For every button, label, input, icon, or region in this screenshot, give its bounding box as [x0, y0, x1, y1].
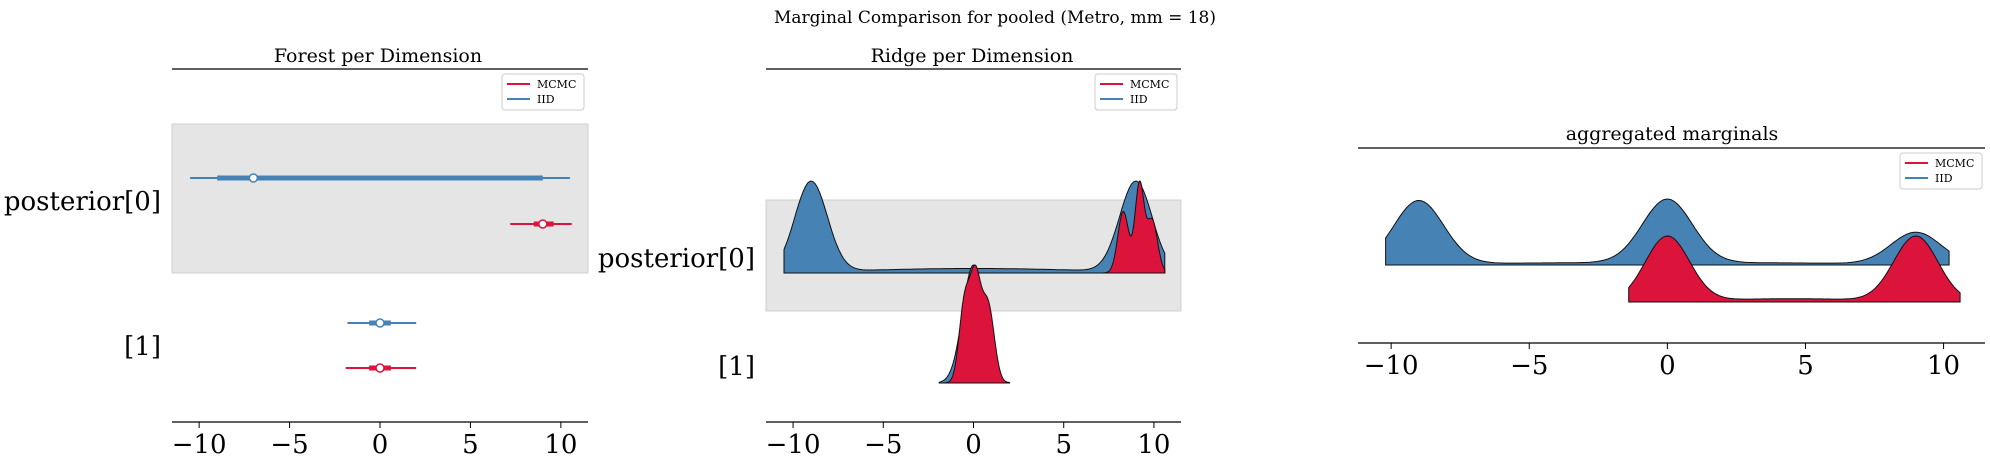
figure-suptitle: Marginal Comparison for pooled (Metro, m…: [774, 8, 1216, 28]
panel-aggregated: aggregated marginals MCMC IID −10 −5 0 5…: [1358, 123, 1985, 381]
x-tick-label: −10: [1364, 351, 1419, 381]
median-point-mcmc-1: [375, 363, 385, 373]
x-tick-label: −5: [1510, 351, 1548, 381]
legend: MCMC IID: [1094, 73, 1178, 111]
x-tick-label: 10: [1137, 430, 1170, 460]
x-tick-label: −5: [270, 430, 308, 460]
x-tick-label: 5: [462, 430, 479, 460]
median-point-iid-posterior-0: [248, 173, 259, 183]
x-axis: −10 −5 0 5 10: [766, 430, 1171, 460]
legend-label-mcmc: MCMC: [1935, 157, 1974, 170]
legend-label-iid: IID: [1935, 172, 1953, 185]
x-axis: −10 −5 0 5 10: [1364, 351, 1960, 381]
x-tick-label: −10: [172, 430, 227, 460]
x-tick-label: 10: [544, 430, 577, 460]
legend-label-iid: IID: [1130, 93, 1148, 106]
density-mcmc-1: [939, 264, 1011, 384]
panel-forest: Forest per Dimension MCMC IID −10 −5 0 5…: [4, 45, 589, 460]
x-axis: −10 −5 0 5 10: [172, 430, 578, 460]
x-tick-label: 0: [1659, 351, 1676, 381]
panel-title: Forest per Dimension: [274, 45, 482, 67]
y-tick-label: [1]: [718, 352, 755, 382]
legend: MCMC IID: [1899, 152, 1983, 190]
legend-label-mcmc: MCMC: [537, 78, 576, 91]
x-tick-label: −5: [864, 430, 902, 460]
median-point-iid-1: [375, 318, 385, 328]
panel-title: aggregated marginals: [1566, 123, 1779, 145]
median-point-mcmc-posterior-0: [538, 219, 548, 229]
x-tick-label: 5: [1055, 430, 1072, 460]
x-tick-label: −10: [766, 430, 821, 460]
y-tick-label: [1]: [124, 332, 161, 362]
legend-label-mcmc: MCMC: [1130, 78, 1169, 91]
density-iid-aggregated: [1385, 198, 1950, 266]
legend: MCMC IID: [501, 73, 585, 111]
legend-label-iid: IID: [537, 93, 555, 106]
density-mcmc-aggregated: [1628, 235, 1961, 303]
x-tick-label: 10: [1927, 351, 1960, 381]
x-tick-label: 5: [1797, 351, 1814, 381]
panel-title: Ridge per Dimension: [871, 45, 1074, 67]
row-band-posterior-0: [171, 123, 589, 274]
x-tick-label: 0: [372, 430, 389, 460]
y-tick-label: posterior[0]: [598, 244, 755, 274]
density-mcmc-posterior-0: [1102, 180, 1166, 274]
y-tick-label: posterior[0]: [4, 187, 161, 217]
x-tick-label: 0: [965, 430, 982, 460]
panel-ridge: Ridge per Dimension MCMC IID −10 −5 0 5 …: [598, 45, 1182, 460]
